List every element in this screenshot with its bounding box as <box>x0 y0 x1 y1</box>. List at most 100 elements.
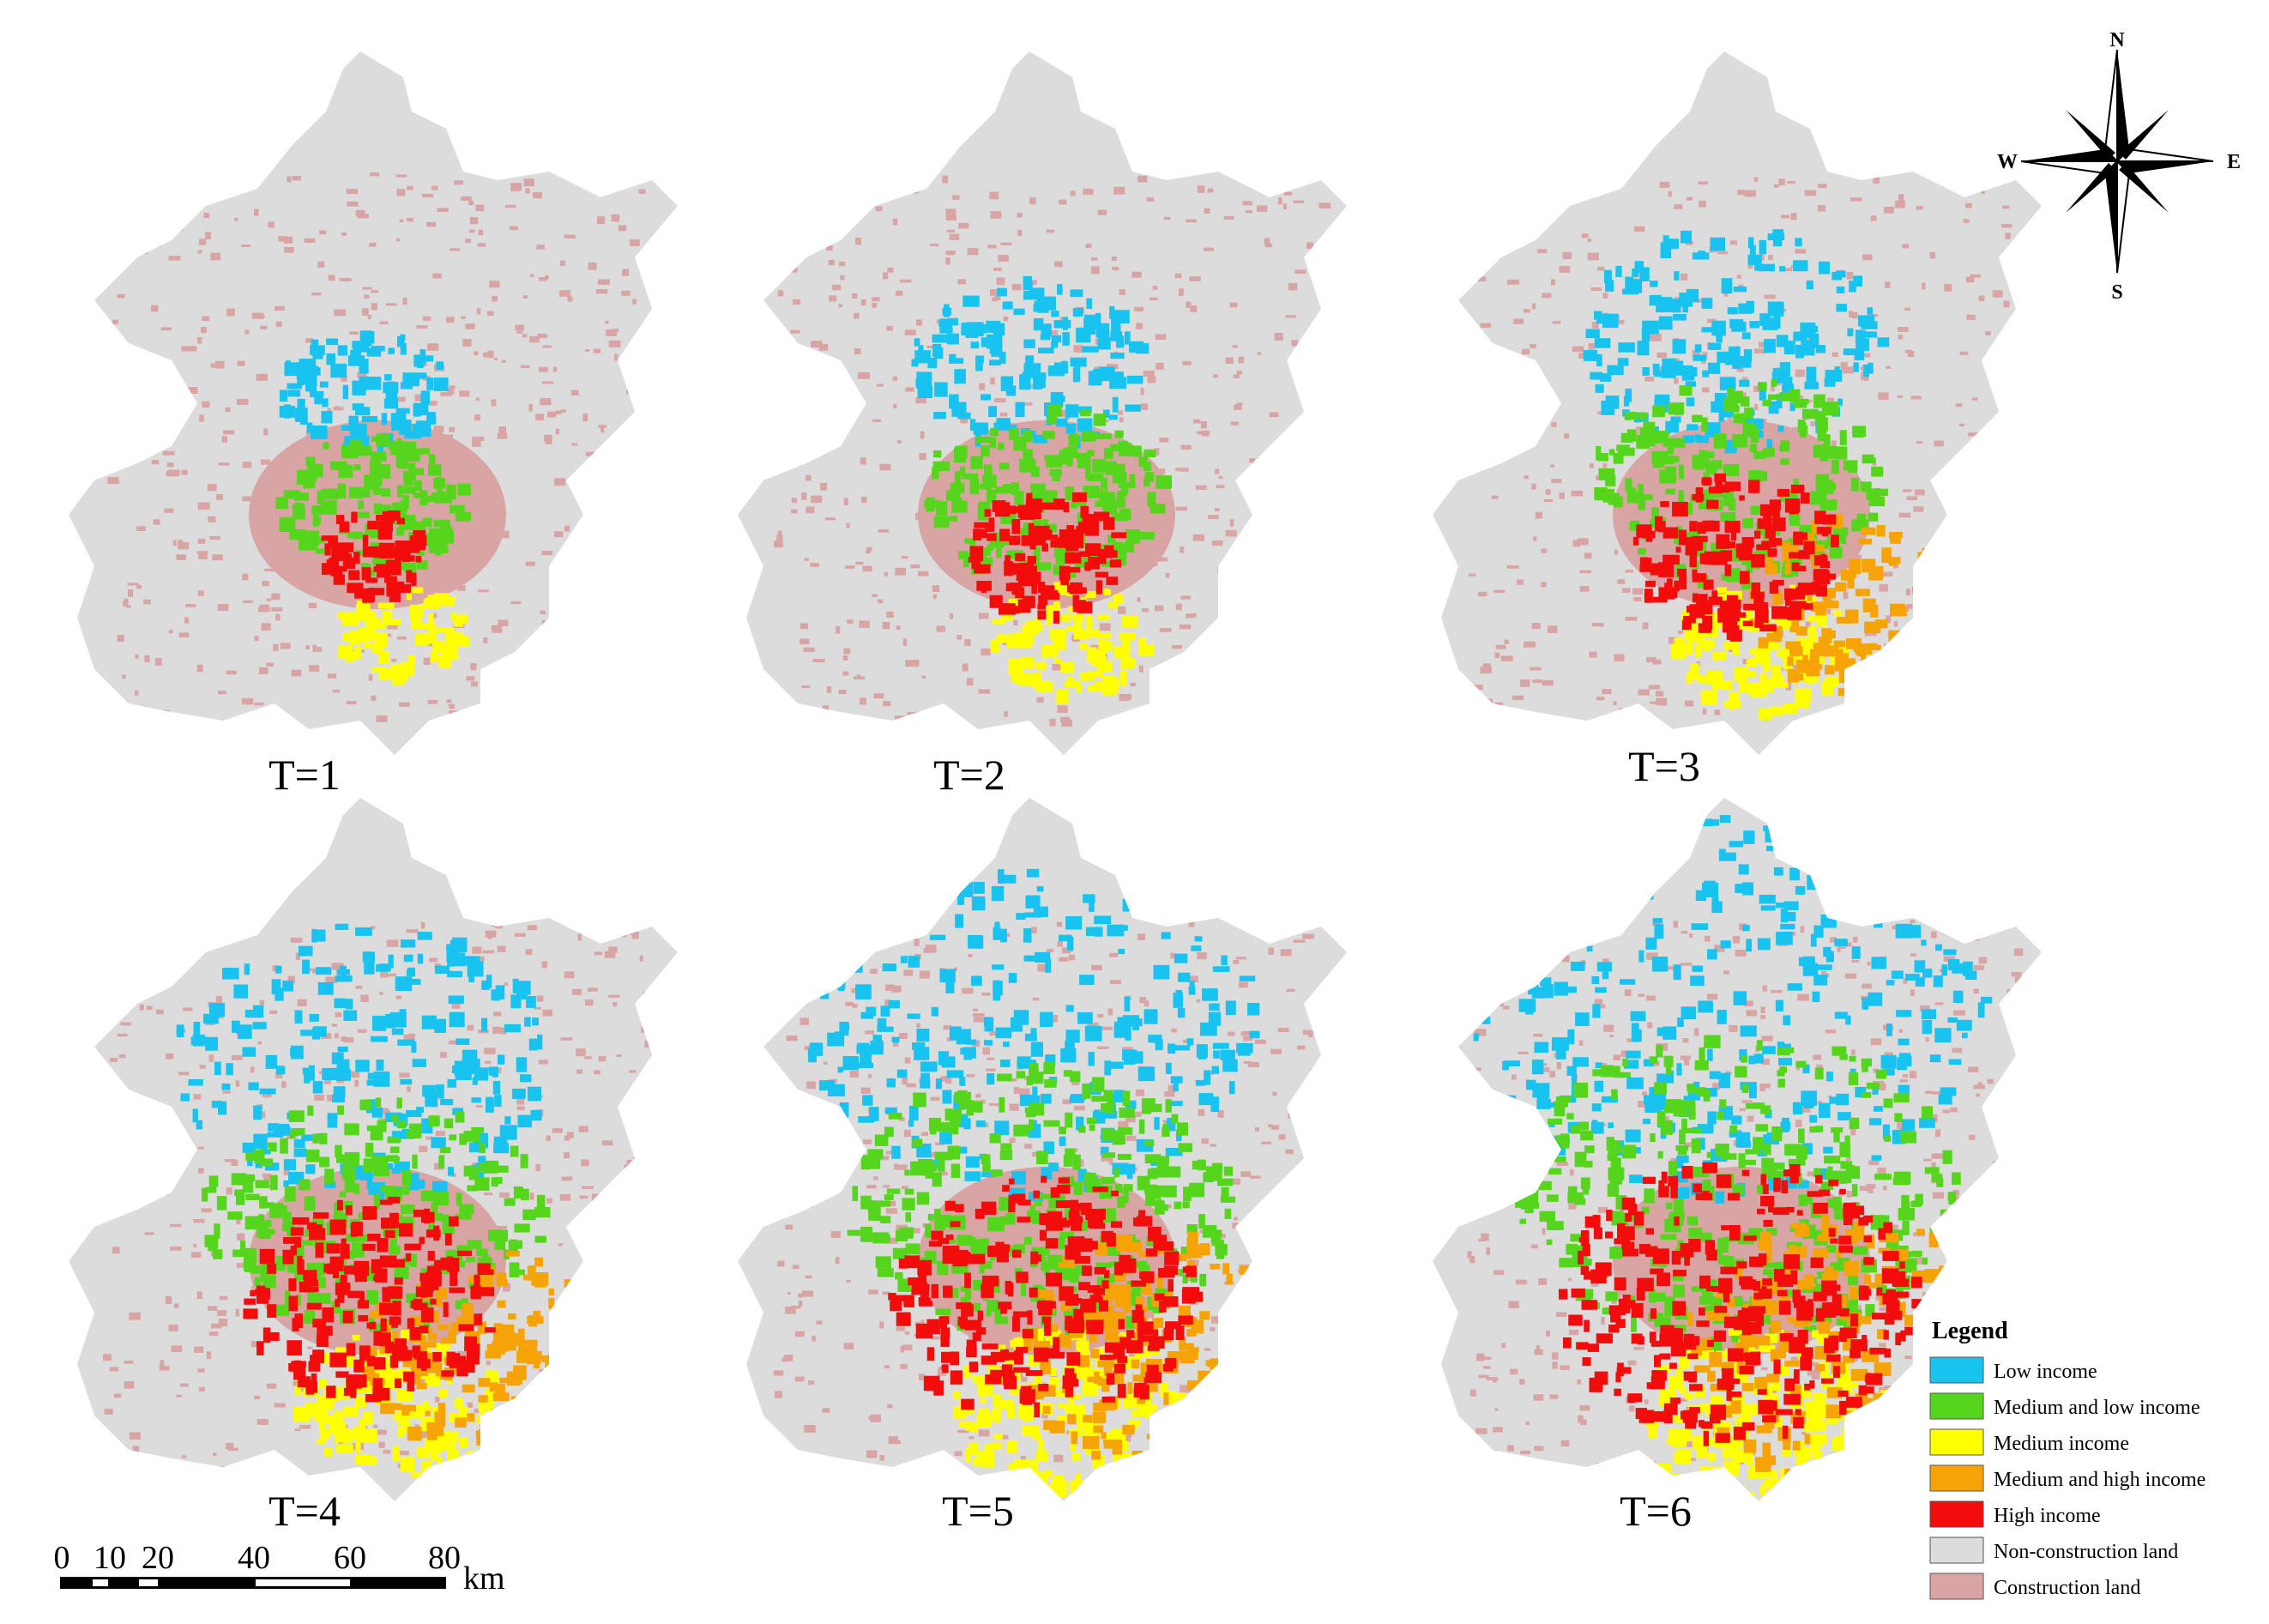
construction-land-patch <box>600 595 613 600</box>
construction-land-patch <box>581 1159 589 1167</box>
zone-high-cell <box>1672 501 1688 517</box>
construction-land-patch <box>244 329 250 335</box>
zone-medium-low-cell <box>379 464 391 479</box>
construction-land-patch <box>1780 214 1790 219</box>
zone-low-cell <box>1670 416 1681 423</box>
zone-high-cell <box>1084 562 1091 571</box>
construction-land-patch <box>1207 1395 1218 1402</box>
zone-medium-low-cell <box>365 1142 374 1157</box>
construction-land-patch <box>1288 555 1294 564</box>
zone-low-cell <box>526 996 536 1008</box>
zone-low-cell <box>994 921 1000 929</box>
zone-low-cell <box>1113 310 1130 323</box>
construction-land-patch <box>842 655 848 661</box>
zone-low-cell <box>1026 868 1040 878</box>
zone-high-cell <box>346 1343 356 1356</box>
zone-high-cell <box>1066 525 1075 532</box>
zone-high-cell <box>1724 564 1732 577</box>
zone-low-cell <box>1035 378 1046 389</box>
construction-land-patch <box>107 1007 117 1014</box>
zone-low-cell <box>1605 280 1614 292</box>
construction-land-patch <box>368 674 373 681</box>
construction-land-patch <box>576 1048 586 1057</box>
construction-land-patch <box>181 469 188 475</box>
zone-high-cell <box>335 515 345 524</box>
zone-low-cell <box>1867 307 1874 315</box>
construction-land-patch <box>281 1081 287 1089</box>
construction-land-patch <box>949 233 960 240</box>
construction-land-patch <box>376 1429 387 1435</box>
construction-land-patch <box>456 1350 468 1356</box>
construction-land-patch <box>254 703 264 706</box>
zone-medium-cell <box>480 1401 492 1411</box>
zone-high-cell <box>365 577 378 583</box>
zone-low-cell <box>999 352 1006 364</box>
construction-land-patch <box>598 425 607 428</box>
construction-land-patch <box>537 1385 548 1392</box>
zone-medium-high-cell <box>419 1341 437 1348</box>
zone-low-cell <box>259 1088 276 1095</box>
zone-low-cell <box>960 1030 970 1036</box>
zone-low-cell <box>304 1073 311 1084</box>
construction-land-patch <box>800 623 808 630</box>
zone-medium-low-cell <box>1713 433 1727 449</box>
zone-medium-low-cell <box>429 454 436 468</box>
zone-low-cell <box>1061 360 1068 374</box>
zone-medium-low-cell <box>534 1206 551 1218</box>
zone-medium-low-cell <box>1102 1152 1115 1158</box>
zone-medium-cell <box>1746 608 1753 621</box>
map-panel-t1: T=1 <box>69 51 678 799</box>
zone-medium-low-cell <box>954 447 967 463</box>
construction-land-patch <box>1073 345 1083 353</box>
zone-medium-low-cell <box>428 534 438 541</box>
zone-low-cell <box>301 1134 313 1142</box>
construction-land-patch <box>1280 1363 1287 1370</box>
construction-land-patch <box>1597 411 1604 414</box>
construction-land-patch <box>1111 256 1117 261</box>
zone-medium-cell <box>424 1437 435 1452</box>
construction-land-patch <box>478 589 490 593</box>
construction-land-patch <box>1225 529 1237 537</box>
zone-high-cell <box>973 528 982 541</box>
zone-medium-high-cell <box>478 1428 485 1441</box>
zone-medium-low-cell <box>282 1223 290 1232</box>
zone-medium-low-cell <box>433 519 450 528</box>
zone-medium-high-cell <box>520 1398 527 1410</box>
construction-land-patch <box>1477 591 1488 597</box>
construction-land-patch <box>1245 210 1252 214</box>
zone-high-cell <box>1027 555 1037 564</box>
zone-medium-cell <box>1107 601 1119 608</box>
zone-low-cell <box>1815 345 1826 353</box>
zone-medium-low-cell <box>375 1097 382 1108</box>
zone-medium-low-cell <box>481 1255 490 1270</box>
zone-medium-cell <box>1763 679 1778 688</box>
construction-land-patch <box>332 690 340 693</box>
construction-land-patch <box>1046 948 1054 952</box>
zone-medium-high-cell <box>370 1310 385 1319</box>
construction-land-patch <box>166 462 174 468</box>
zone-low-cell <box>359 330 372 347</box>
zone-medium-low-cell <box>317 490 323 504</box>
construction-land-patch <box>1577 538 1589 546</box>
zone-medium-high-cell <box>546 1395 558 1406</box>
zone-low-cell <box>1793 331 1807 341</box>
zone-medium-low-cell <box>1757 382 1767 390</box>
zone-high-cell <box>343 1387 357 1396</box>
zone-high-cell <box>420 1307 434 1323</box>
construction-land-patch <box>136 526 146 531</box>
zone-medium-low-cell <box>304 1310 316 1324</box>
map-panels: T=1 T=2 T=3T=4 T=5 T=6 <box>69 51 2042 1535</box>
zone-medium-cell <box>415 633 429 646</box>
zone-medium-cell <box>398 1426 404 1438</box>
zone-medium-high-cell <box>1758 637 1769 649</box>
construction-land-patch <box>254 208 259 216</box>
construction-land-patch <box>561 1176 573 1181</box>
construction-land-patch <box>576 1069 583 1074</box>
construction-land-patch <box>987 245 997 249</box>
zone-high-cell <box>1711 558 1728 565</box>
construction-land-patch <box>474 414 481 421</box>
construction-land-patch <box>1303 479 1307 485</box>
construction-land-patch <box>1295 713 1302 718</box>
zone-low-cell <box>192 1108 198 1123</box>
zone-medium-low-cell <box>349 439 361 450</box>
